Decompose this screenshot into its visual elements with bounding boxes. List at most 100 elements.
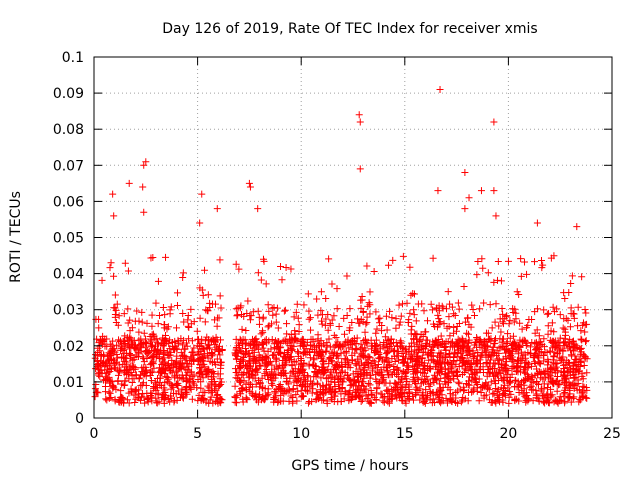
data-point — [187, 385, 195, 393]
data-point — [245, 179, 253, 187]
data-point — [388, 395, 396, 403]
data-point — [388, 345, 396, 353]
data-point — [326, 388, 334, 396]
data-point — [135, 328, 143, 336]
data-point — [272, 318, 280, 326]
data-point — [128, 324, 136, 332]
data-point — [499, 318, 507, 326]
data-point — [159, 349, 167, 357]
data-point — [504, 257, 512, 265]
data-point — [569, 344, 577, 352]
data-point — [184, 366, 192, 374]
data-point — [540, 385, 548, 393]
data-point — [451, 312, 459, 320]
data-point — [190, 379, 198, 387]
data-point — [573, 223, 581, 231]
data-point — [392, 315, 400, 323]
data-point — [372, 329, 380, 337]
data-points — [91, 85, 591, 407]
data-point — [562, 384, 570, 392]
data-point — [455, 341, 463, 349]
data-point — [563, 356, 571, 364]
data-point — [583, 394, 591, 402]
data-point — [425, 382, 433, 390]
data-point — [398, 390, 406, 398]
data-point — [188, 337, 196, 345]
data-point — [200, 363, 208, 371]
data-point — [121, 259, 129, 267]
data-point — [577, 344, 585, 352]
data-point — [316, 350, 324, 358]
data-point — [170, 360, 178, 368]
data-point — [268, 336, 276, 344]
data-point — [295, 328, 303, 336]
data-point — [570, 382, 578, 390]
data-point — [410, 350, 418, 358]
data-point — [283, 374, 291, 382]
data-point — [391, 357, 399, 365]
data-point — [486, 301, 494, 309]
data-point — [362, 339, 370, 347]
data-point — [254, 205, 262, 213]
data-point — [239, 395, 247, 403]
data-point — [167, 394, 175, 402]
data-point — [501, 361, 509, 369]
data-point — [256, 383, 264, 391]
data-point — [386, 307, 394, 315]
data-point — [392, 324, 400, 332]
data-point — [278, 384, 286, 392]
data-point — [118, 380, 126, 388]
data-point — [124, 319, 132, 327]
data-point — [289, 385, 297, 393]
data-point — [422, 328, 430, 336]
data-point — [341, 369, 349, 377]
data-point — [323, 397, 331, 405]
data-point — [561, 295, 569, 303]
data-point — [308, 398, 316, 406]
data-point — [498, 305, 506, 313]
data-point — [205, 399, 213, 407]
data-point — [176, 393, 184, 401]
data-point — [468, 301, 476, 309]
data-point — [133, 307, 141, 315]
data-point — [499, 320, 507, 328]
data-point — [188, 395, 196, 403]
data-point — [265, 322, 273, 330]
data-point — [327, 357, 335, 365]
data-point — [582, 394, 590, 402]
data-point — [437, 332, 445, 340]
data-point — [111, 348, 119, 356]
data-point — [291, 336, 299, 344]
data-point — [333, 285, 341, 293]
data-point — [345, 375, 353, 383]
data-point — [365, 299, 373, 307]
data-point — [160, 399, 168, 407]
data-point — [141, 399, 149, 407]
data-point — [197, 368, 205, 376]
data-point — [416, 385, 424, 393]
data-point — [446, 343, 454, 351]
data-point — [318, 320, 326, 328]
data-point — [385, 399, 393, 407]
data-point — [204, 351, 212, 359]
data-point — [432, 363, 440, 371]
data-point — [378, 327, 386, 335]
data-point — [296, 342, 304, 350]
data-point — [492, 300, 500, 308]
data-point — [281, 306, 289, 314]
data-point — [436, 85, 444, 93]
data-point — [275, 362, 283, 370]
data-point — [540, 306, 548, 314]
data-point — [480, 394, 488, 402]
data-point — [336, 385, 344, 393]
data-point — [510, 358, 518, 366]
data-point — [553, 380, 561, 388]
data-point — [232, 305, 240, 313]
data-point — [103, 342, 111, 350]
data-point — [94, 371, 102, 379]
y-tick-label: 0.1 — [62, 50, 84, 66]
data-point — [549, 303, 557, 311]
data-point — [106, 389, 114, 397]
data-point — [280, 352, 288, 360]
data-point — [279, 357, 287, 365]
